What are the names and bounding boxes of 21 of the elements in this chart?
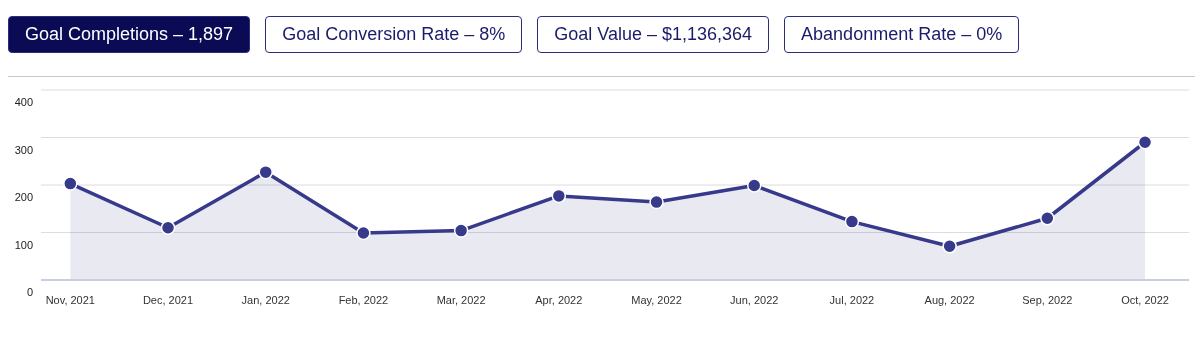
x-tick-label: Feb, 2022 xyxy=(338,293,389,306)
x-tick-label: Apr, 2022 xyxy=(535,293,583,306)
y-tick-label: 100 xyxy=(14,238,33,251)
text: Goal Value – $1,136,364 xyxy=(537,16,770,53)
chart-title: Goal Completions – 1,897 xyxy=(8,16,251,53)
x-tick-label: Mar, 2022 xyxy=(436,293,486,306)
y-tick-label: 0 xyxy=(26,286,33,298)
y-tick-label: 300 xyxy=(14,143,33,156)
x-tick-label: Jul, 2022 xyxy=(829,293,875,306)
x-tick-label: May, 2022 xyxy=(631,293,682,306)
x-tick-label: Dec, 2021 xyxy=(142,293,194,306)
x-tick-label: Jan, 2022 xyxy=(241,293,290,306)
text: Goal Conversion Rate – 8% xyxy=(265,16,523,53)
y-tick-label: 400 xyxy=(14,96,33,108)
x-tick-label: Oct, 2022 xyxy=(1121,293,1169,306)
text: Abandonment Rate – 0% xyxy=(784,16,1020,53)
x-tick-label: Aug, 2022 xyxy=(924,293,975,306)
x-tick-label: Nov, 2021 xyxy=(45,293,95,306)
y-tick-label: 200 xyxy=(14,191,33,203)
x-tick-label: Jun, 2022 xyxy=(730,293,779,306)
x-tick-label: Sep, 2022 xyxy=(1022,293,1073,306)
